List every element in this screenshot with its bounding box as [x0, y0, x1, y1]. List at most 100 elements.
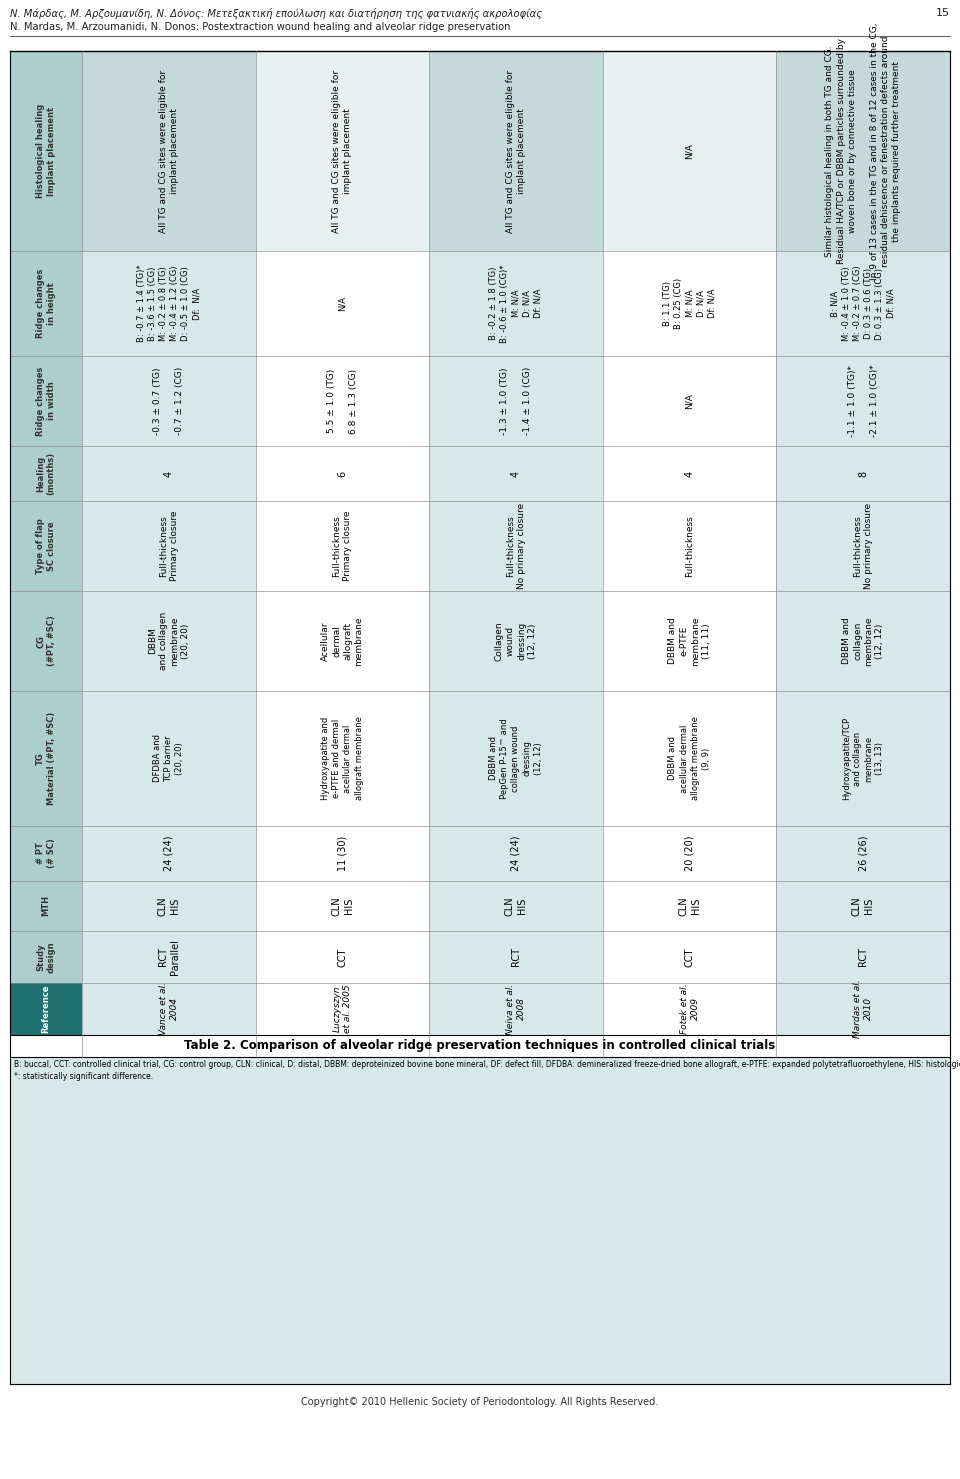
- Bar: [777, 251, 950, 356]
- Bar: [429, 356, 603, 447]
- Text: 15: 15: [936, 7, 950, 18]
- Bar: [777, 930, 950, 984]
- Text: CLN
HIS: CLN HIS: [505, 896, 527, 916]
- Text: B: 1.1 (TG)
B: 0.25 (CG)
M: N/A
D: N/A
Df: N/A: B: 1.1 (TG) B: 0.25 (CG) M: N/A D: N/A D…: [663, 278, 716, 328]
- Bar: [603, 825, 777, 881]
- Text: 8: 8: [858, 470, 868, 476]
- Bar: [255, 984, 429, 1035]
- Text: RCT: RCT: [511, 948, 521, 966]
- Bar: [10, 251, 82, 356]
- Text: DBBM and
PepGen P-15™ and
collagen wound
dressing
(12, 12): DBBM and PepGen P-15™ and collagen wound…: [490, 719, 542, 799]
- Text: CCT: CCT: [684, 948, 695, 967]
- Text: N. Mardas, M. Arzoumanidi, N. Donos: Postextraction wound healing and alveolar r: N. Mardas, M. Arzoumanidi, N. Donos: Pos…: [10, 22, 511, 33]
- Bar: [429, 251, 603, 356]
- Text: All TG and CG sites were eligible for
implant placement: All TG and CG sites were eligible for im…: [506, 70, 526, 232]
- Text: 4: 4: [164, 470, 174, 476]
- Bar: [603, 592, 777, 691]
- Text: 20 (20): 20 (20): [684, 836, 695, 871]
- Text: RCT
Parallel: RCT Parallel: [157, 939, 180, 975]
- Bar: [603, 356, 777, 447]
- Text: 24 (24): 24 (24): [164, 836, 174, 871]
- Bar: [255, 251, 429, 356]
- Bar: [429, 825, 603, 881]
- Text: 4: 4: [511, 470, 521, 476]
- Bar: [429, 447, 603, 501]
- Bar: [82, 825, 255, 881]
- Bar: [429, 691, 603, 825]
- Text: Collagen
wound
dressing
(12, 12): Collagen wound dressing (12, 12): [494, 621, 538, 661]
- Bar: [10, 930, 82, 984]
- Bar: [10, 691, 82, 825]
- Bar: [255, 501, 429, 592]
- Text: CG
(#PT, #SC): CG (#PT, #SC): [36, 615, 56, 667]
- Text: DBBM and
acellular dermal
allograft membrane
(9, 9): DBBM and acellular dermal allograft memb…: [668, 716, 710, 800]
- Text: 26 (26): 26 (26): [858, 836, 868, 871]
- Text: CCT: CCT: [337, 948, 348, 967]
- Text: B: -0.2 ± 1.8 (TG)
B: -0.6 ± 1.0 (CG)*
M: N/A
D: N/A
Df: N/A: B: -0.2 ± 1.8 (TG) B: -0.6 ± 1.0 (CG)* M…: [490, 265, 542, 343]
- Bar: [429, 930, 603, 984]
- Text: Full-thickness: Full-thickness: [685, 515, 694, 577]
- Text: TG
Material (#PT, #SC): TG Material (#PT, #SC): [36, 711, 56, 805]
- Text: CLN
HIS: CLN HIS: [852, 896, 875, 916]
- Bar: [82, 881, 255, 930]
- Bar: [255, 930, 429, 984]
- Text: CLN
HIS: CLN HIS: [331, 896, 353, 916]
- Bar: [777, 447, 950, 501]
- Bar: [429, 984, 603, 1035]
- Bar: [603, 881, 777, 930]
- Text: DFDBA and
TCP barrier
(20, 20): DFDBA and TCP barrier (20, 20): [154, 735, 184, 782]
- Bar: [429, 50, 603, 251]
- Text: Neiva et al.
2008: Neiva et al. 2008: [506, 984, 526, 1035]
- Text: DBBM and
collagen
membrane
(12, 12): DBBM and collagen membrane (12, 12): [842, 617, 884, 666]
- Bar: [429, 501, 603, 592]
- Text: CLN
HIS: CLN HIS: [679, 896, 701, 916]
- Bar: [603, 50, 777, 251]
- Bar: [603, 984, 777, 1035]
- Text: B: -0.7 ± 1.4 (TG)*
B: -3.6 ± 1.5 (CG)
M: -0.2 ± 0.8 (TG)
M: -0.4 ± 1.2 (CG)
D: : B: -0.7 ± 1.4 (TG)* B: -3.6 ± 1.5 (CG) M…: [136, 265, 201, 342]
- Bar: [10, 592, 82, 691]
- Bar: [82, 251, 255, 356]
- Text: Vance et al.
2004: Vance et al. 2004: [158, 982, 179, 1035]
- Bar: [82, 447, 255, 501]
- Bar: [10, 984, 82, 1035]
- Bar: [777, 592, 950, 691]
- Bar: [255, 356, 429, 447]
- Bar: [777, 50, 950, 251]
- Text: RCT: RCT: [858, 948, 868, 966]
- Text: Ridge changes
in width: Ridge changes in width: [36, 367, 56, 436]
- Bar: [255, 50, 429, 251]
- Text: Luczyszyn
et al. 2005: Luczyszyn et al. 2005: [332, 985, 352, 1034]
- Text: Reference: Reference: [41, 985, 51, 1034]
- Bar: [777, 501, 950, 592]
- Bar: [603, 251, 777, 356]
- Text: Hydroxyapatite and
e-PTFE and dermal
acellular dermal
allograft membrane: Hydroxyapatite and e-PTFE and dermal ace…: [322, 716, 364, 800]
- Text: Type of flap
SC closure: Type of flap SC closure: [36, 518, 56, 574]
- Bar: [777, 691, 950, 825]
- Bar: [603, 501, 777, 592]
- Text: Acellular
dermal
allograft
membrane: Acellular dermal allograft membrane: [322, 617, 364, 666]
- Bar: [429, 881, 603, 930]
- Bar: [10, 50, 82, 251]
- Text: Mardas et al.
2010: Mardas et al. 2010: [853, 979, 874, 1038]
- Bar: [82, 592, 255, 691]
- Text: MTH: MTH: [41, 895, 51, 917]
- Text: Study
design: Study design: [36, 941, 56, 973]
- Text: 11 (30): 11 (30): [337, 836, 348, 871]
- Bar: [10, 1057, 950, 1384]
- Text: Ridge changes
in height: Ridge changes in height: [36, 269, 56, 339]
- Text: Table 2. Comparison of alveolar ridge preservation techniques in controlled clin: Table 2. Comparison of alveolar ridge pr…: [184, 1040, 776, 1053]
- Text: Healing
(months): Healing (months): [36, 453, 56, 495]
- Bar: [429, 592, 603, 691]
- Bar: [603, 930, 777, 984]
- Bar: [603, 691, 777, 825]
- Text: 4: 4: [684, 470, 695, 476]
- Text: B: buccal, CCT: controlled clinical trial, CG: control group, CLN: clinical, D: : B: buccal, CCT: controlled clinical tria…: [14, 1060, 960, 1081]
- Bar: [255, 447, 429, 501]
- Bar: [82, 501, 255, 592]
- Text: -0.3 ± 0.7 (TG)

-0.7 ± 1.2 (CG): -0.3 ± 0.7 (TG) -0.7 ± 1.2 (CG): [154, 367, 184, 435]
- Text: 5.5 ± 1.0 (TG)

6.8 ± 1.3 (CG): 5.5 ± 1.0 (TG) 6.8 ± 1.3 (CG): [326, 368, 358, 433]
- Bar: [82, 984, 255, 1035]
- Text: N. Μάρδας, Μ. Αρζουμανίδη, Ν. Δόνος: Μετεξακτική επούλωση και διατήρηση της φατν: N. Μάρδας, Μ. Αρζουμανίδη, Ν. Δόνος: Μετ…: [10, 7, 542, 19]
- Text: CLN
HIS: CLN HIS: [157, 896, 180, 916]
- Bar: [10, 881, 82, 930]
